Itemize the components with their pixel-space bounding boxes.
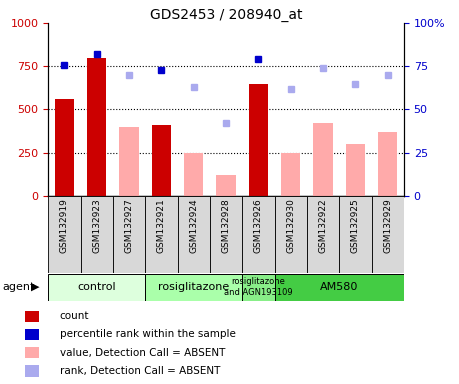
Bar — [25, 329, 39, 340]
Text: GSM132924: GSM132924 — [189, 198, 198, 253]
Bar — [216, 175, 236, 196]
Bar — [25, 311, 39, 322]
Bar — [119, 127, 139, 196]
Bar — [184, 153, 203, 196]
Bar — [274, 196, 307, 273]
Bar — [48, 196, 80, 273]
Text: AM580: AM580 — [320, 282, 358, 292]
Text: ▶: ▶ — [31, 282, 40, 292]
Text: control: control — [78, 282, 116, 292]
Bar — [48, 273, 145, 301]
Text: value, Detection Call = ABSENT: value, Detection Call = ABSENT — [60, 348, 225, 358]
Text: GSM132922: GSM132922 — [319, 198, 328, 253]
Bar — [25, 365, 39, 377]
Bar — [242, 196, 274, 273]
Bar — [242, 273, 274, 301]
Text: GSM132930: GSM132930 — [286, 198, 295, 253]
Text: rosiglitazone
and AGN193109: rosiglitazone and AGN193109 — [224, 277, 293, 297]
Bar — [372, 196, 404, 273]
Bar — [178, 196, 210, 273]
Text: GSM132926: GSM132926 — [254, 198, 263, 253]
Bar — [80, 196, 113, 273]
Bar — [25, 347, 39, 358]
Text: GSM132929: GSM132929 — [383, 198, 392, 253]
Bar — [151, 125, 171, 196]
Bar — [281, 153, 301, 196]
Bar — [145, 196, 178, 273]
Bar — [55, 99, 74, 196]
Bar — [87, 58, 106, 196]
Bar — [346, 144, 365, 196]
Text: agent: agent — [2, 282, 35, 292]
Text: GSM132928: GSM132928 — [222, 198, 230, 253]
Bar — [274, 273, 404, 301]
Text: count: count — [60, 311, 89, 321]
Text: GSM132925: GSM132925 — [351, 198, 360, 253]
Bar — [313, 123, 333, 196]
Bar — [113, 196, 145, 273]
Bar — [210, 196, 242, 273]
Bar — [145, 273, 242, 301]
Title: GDS2453 / 208940_at: GDS2453 / 208940_at — [150, 8, 302, 22]
Text: GSM132923: GSM132923 — [92, 198, 101, 253]
Bar — [339, 196, 372, 273]
Text: GSM132921: GSM132921 — [157, 198, 166, 253]
Text: rank, Detection Call = ABSENT: rank, Detection Call = ABSENT — [60, 366, 220, 376]
Text: percentile rank within the sample: percentile rank within the sample — [60, 329, 235, 339]
Bar — [307, 196, 339, 273]
Text: GSM132927: GSM132927 — [124, 198, 134, 253]
Bar — [378, 132, 397, 196]
Bar — [249, 84, 268, 196]
Text: GSM132919: GSM132919 — [60, 198, 69, 253]
Text: rosiglitazone: rosiglitazone — [158, 282, 230, 292]
